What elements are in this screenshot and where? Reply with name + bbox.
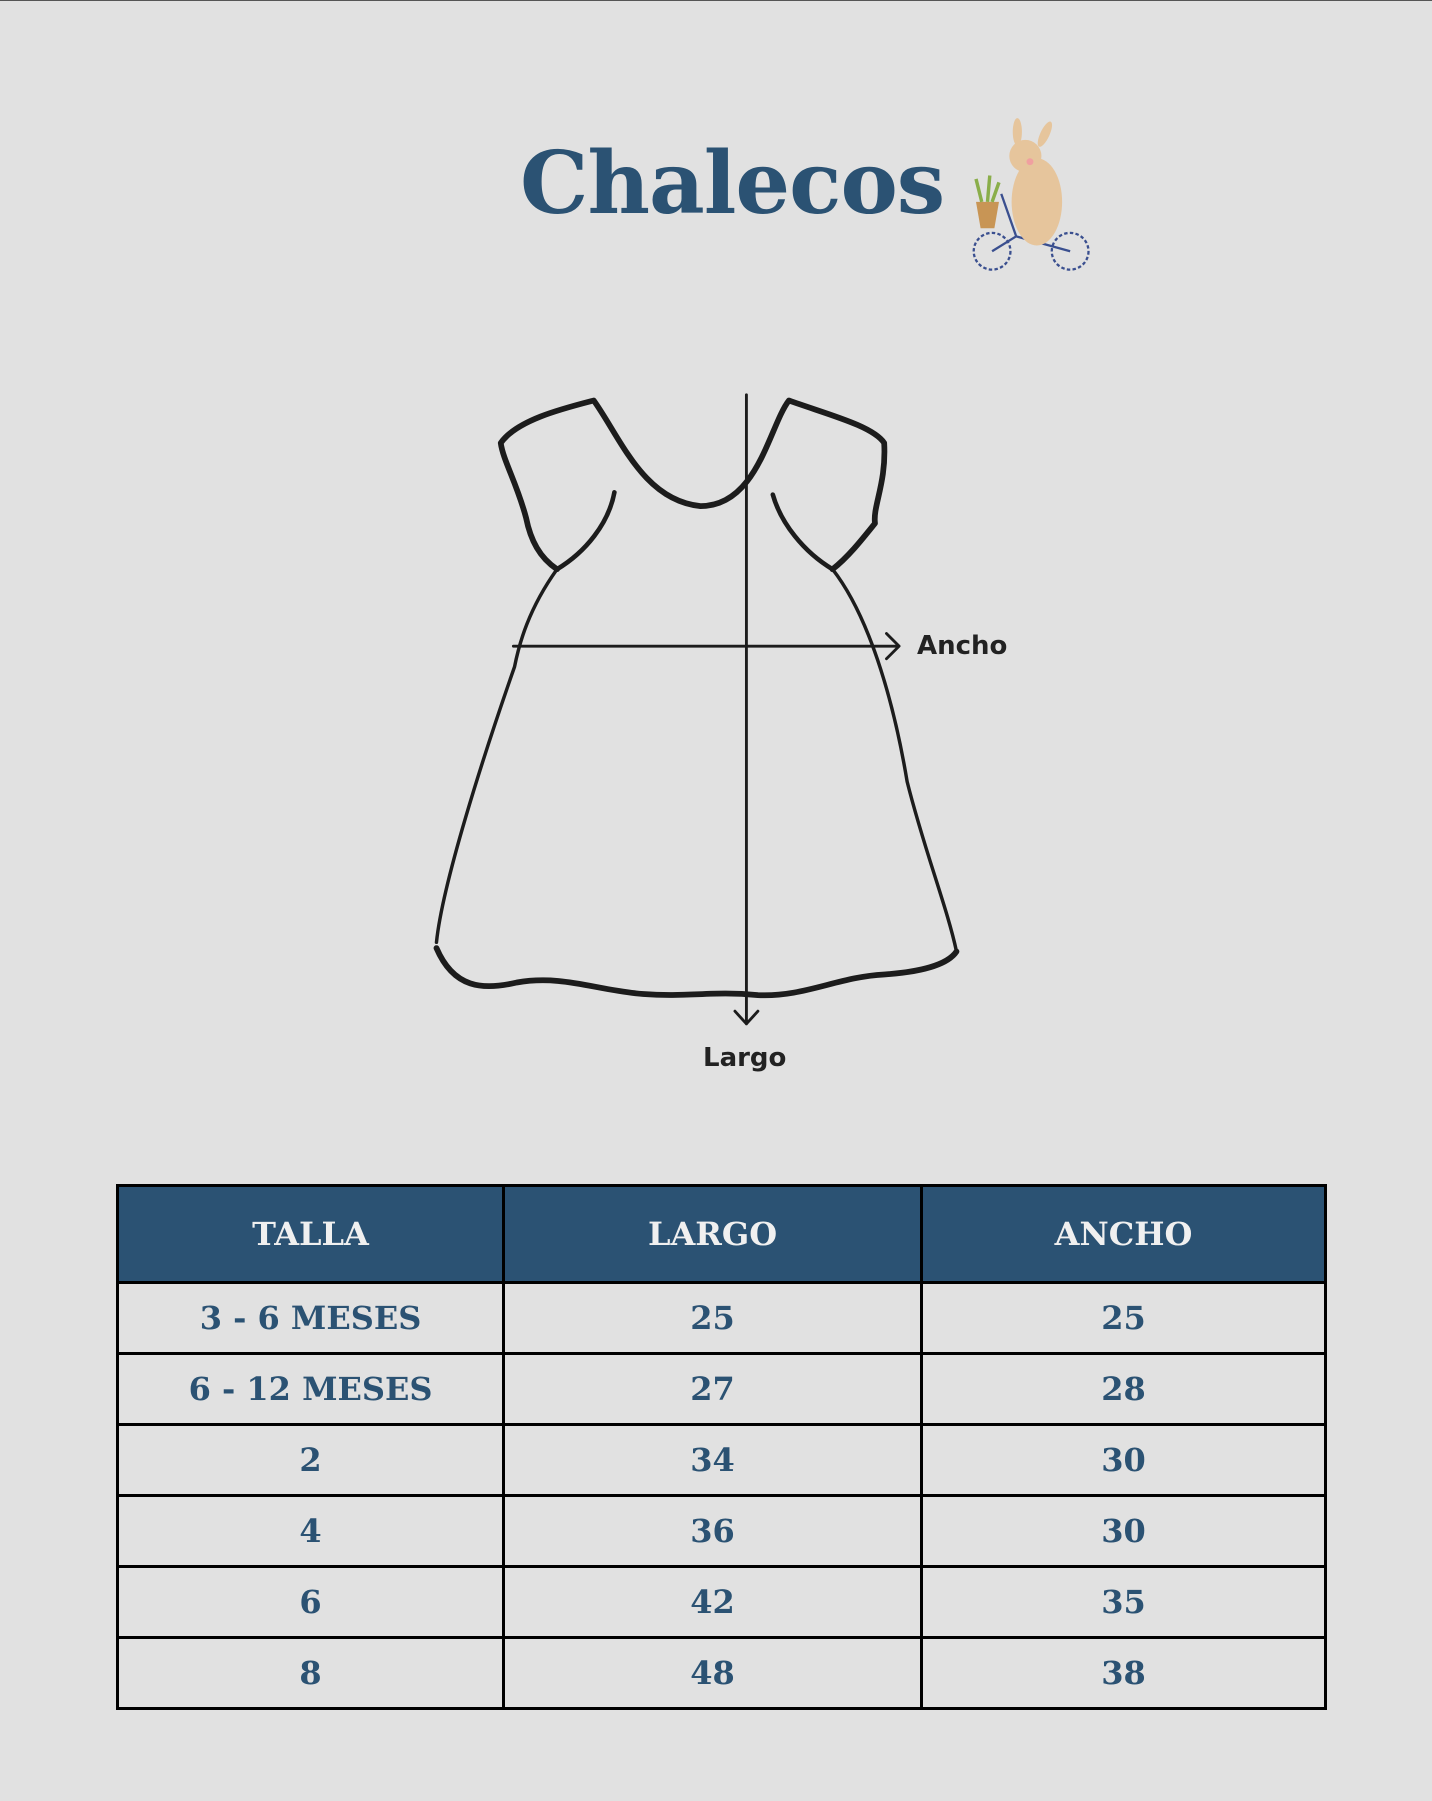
length-label: Largo — [703, 1043, 787, 1073]
width-label: Ancho — [917, 631, 1008, 661]
table-row: 4 36 30 — [115, 1494, 1328, 1568]
width-arrow — [511, 632, 901, 661]
table-row: 3 - 6 MESES 25 25 — [115, 1281, 1328, 1355]
length-arrow — [733, 393, 760, 1026]
cell-largo: 34 — [502, 1423, 923, 1497]
cell-ancho: 30 — [919, 1494, 1328, 1568]
header-largo: LARGO — [502, 1184, 923, 1284]
dress-outline — [497, 397, 888, 573]
cell-ancho: 38 — [919, 1636, 1328, 1710]
table-row: 6 - 12 MESES 27 28 — [115, 1352, 1328, 1426]
table-row: 8 48 38 — [115, 1636, 1328, 1710]
table-header-row: TALLA LARGO ANCHO — [115, 1184, 1328, 1284]
size-table: TALLA LARGO ANCHO 3 - 6 MESES 25 25 6 - 12… — [115, 1184, 1328, 1710]
cell-talla: 8 — [115, 1636, 506, 1710]
cell-largo: 42 — [502, 1565, 923, 1639]
cell-talla: 2 — [115, 1423, 506, 1497]
table-row: 6 42 35 — [115, 1565, 1328, 1639]
bunny-bicycle-icon — [972, 118, 1090, 271]
cell-ancho: 30 — [919, 1423, 1328, 1497]
cell-ancho: 35 — [919, 1565, 1328, 1639]
cell-largo: 25 — [502, 1281, 923, 1355]
cell-talla: 6 — [115, 1565, 506, 1639]
header-ancho: ANCHO — [919, 1184, 1328, 1284]
cell-talla: 3 - 6 MESES — [115, 1281, 506, 1355]
header-talla: TALLA — [115, 1184, 506, 1284]
cell-largo: 48 — [502, 1636, 923, 1710]
cell-talla: 6 - 12 MESES — [115, 1352, 506, 1426]
page-title: Chalecos — [520, 133, 945, 234]
cell-talla: 4 — [115, 1494, 506, 1568]
table-row: 2 34 30 — [115, 1423, 1328, 1497]
cell-ancho: 25 — [919, 1281, 1328, 1355]
cell-ancho: 28 — [919, 1352, 1328, 1426]
dress-hem — [433, 945, 960, 999]
cell-largo: 36 — [502, 1494, 923, 1568]
cell-largo: 27 — [502, 1352, 923, 1426]
